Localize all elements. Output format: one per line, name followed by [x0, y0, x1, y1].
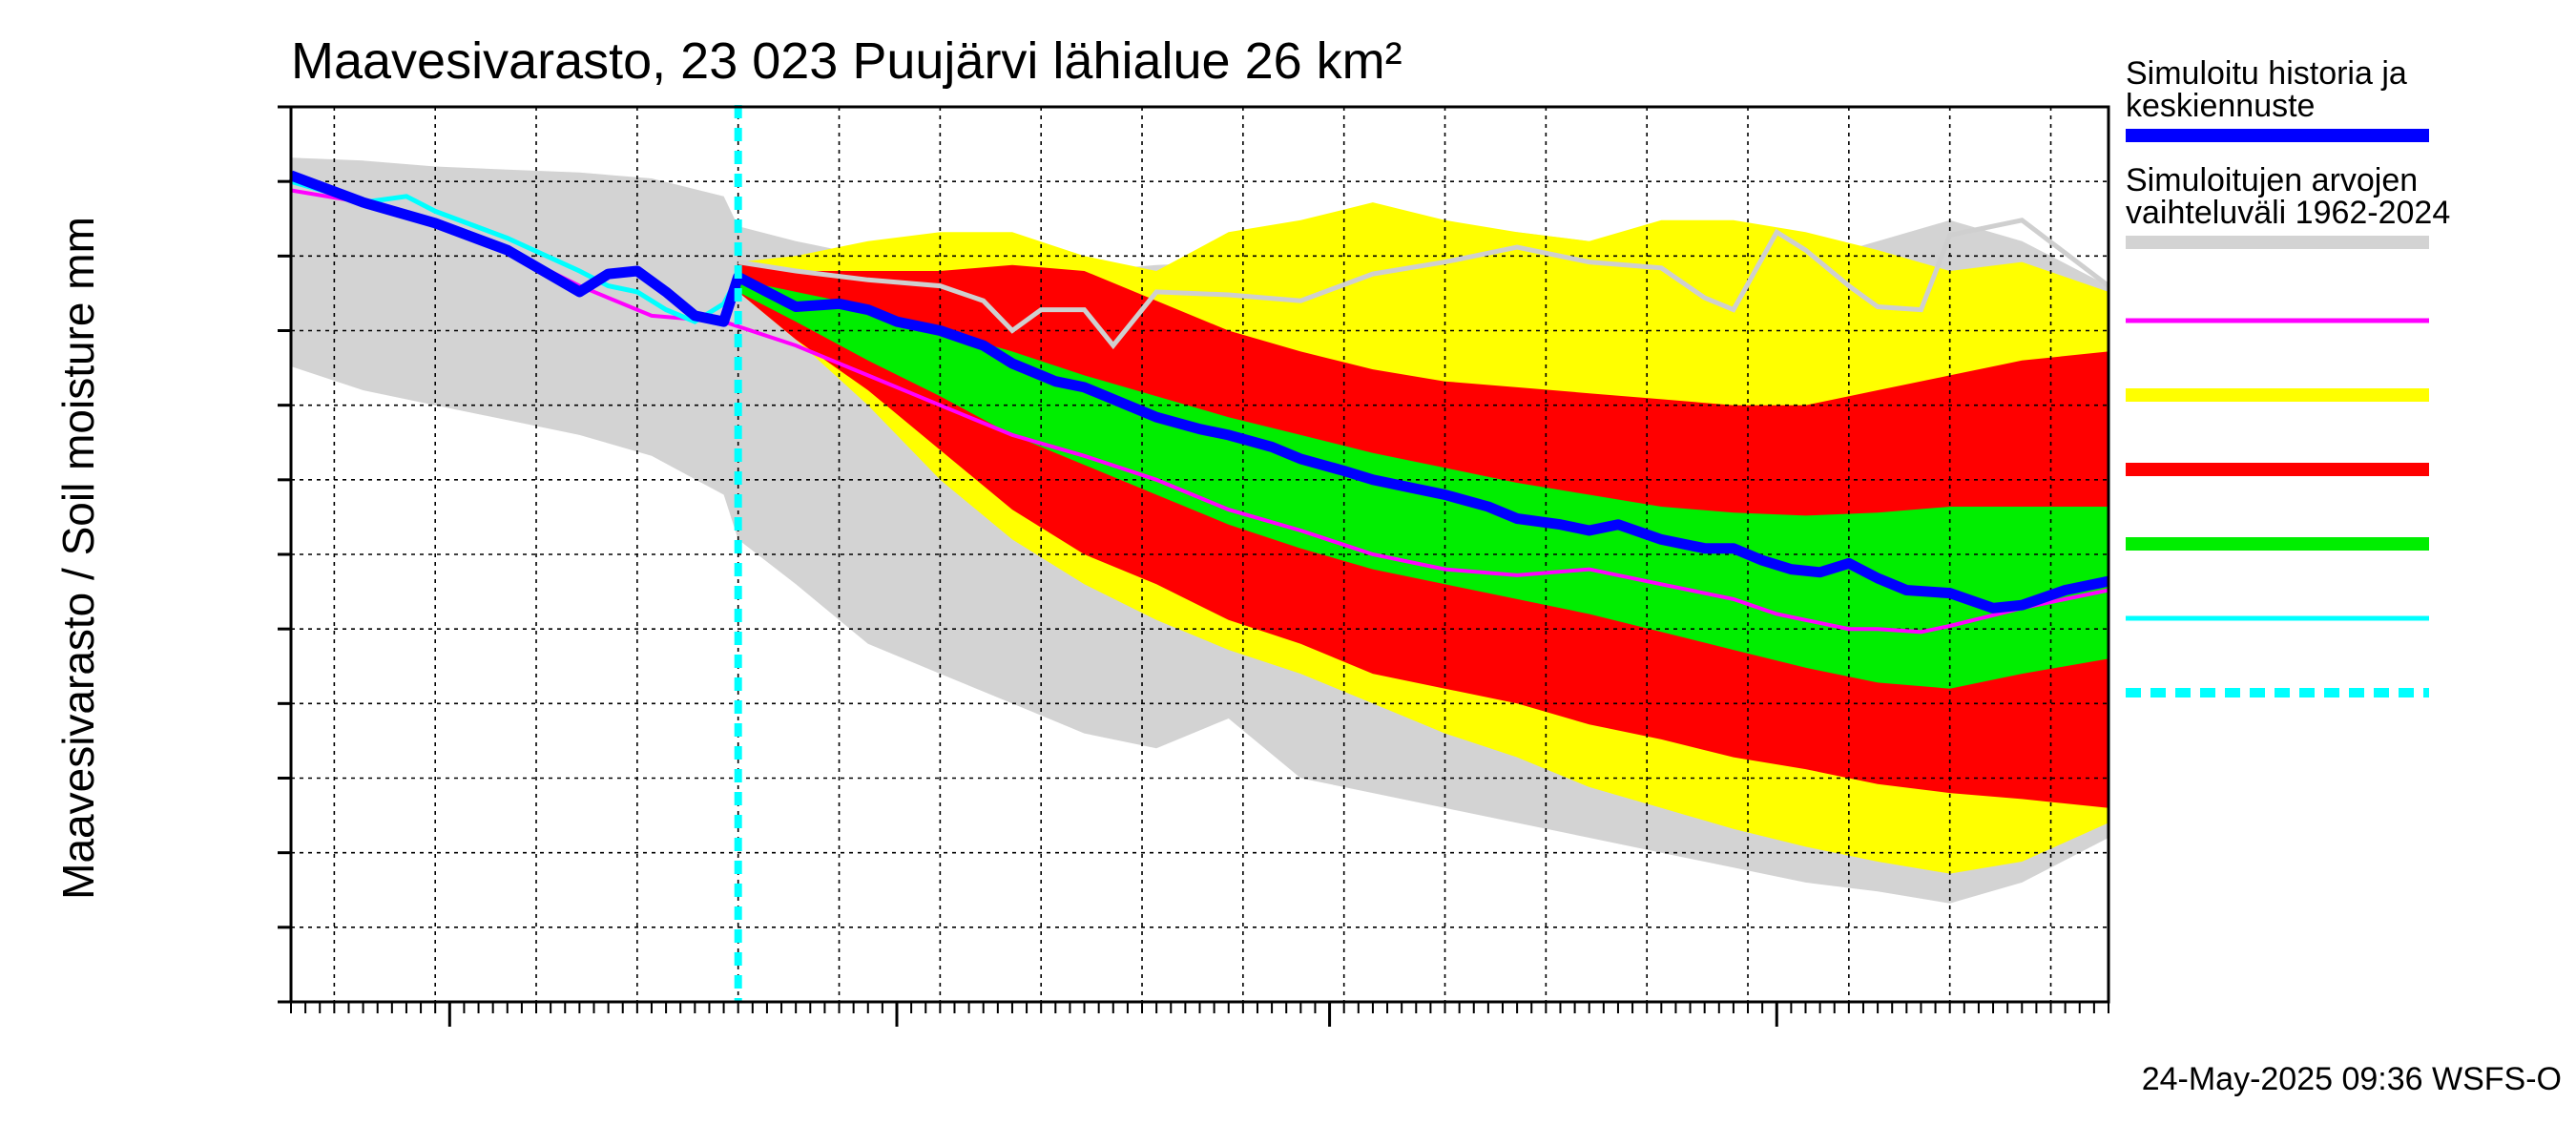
chart-title: Maavesivarasto, 23 023 Puujärvi lähialue…: [291, 32, 1402, 90]
plot-area: [278, 105, 2110, 1027]
simulated-line: [289, 170, 2110, 614]
y-axis-label: Maavesivarasto / Soil moisture mm: [53, 217, 103, 900]
mean-line: [290, 188, 2109, 635]
history-upper-line: [737, 218, 2110, 350]
legend-label: vaihteluväli 1962-2024: [2126, 195, 2450, 231]
legend-label: Simuloitujen arvojen: [2126, 162, 2418, 198]
legend-label: keskiennuste: [2126, 88, 2315, 124]
legend-label: Simuloitu historia ja: [2126, 55, 2407, 92]
timestamp-footer: 24-May-2025 09:36 WSFS-O: [2142, 1061, 2562, 1097]
